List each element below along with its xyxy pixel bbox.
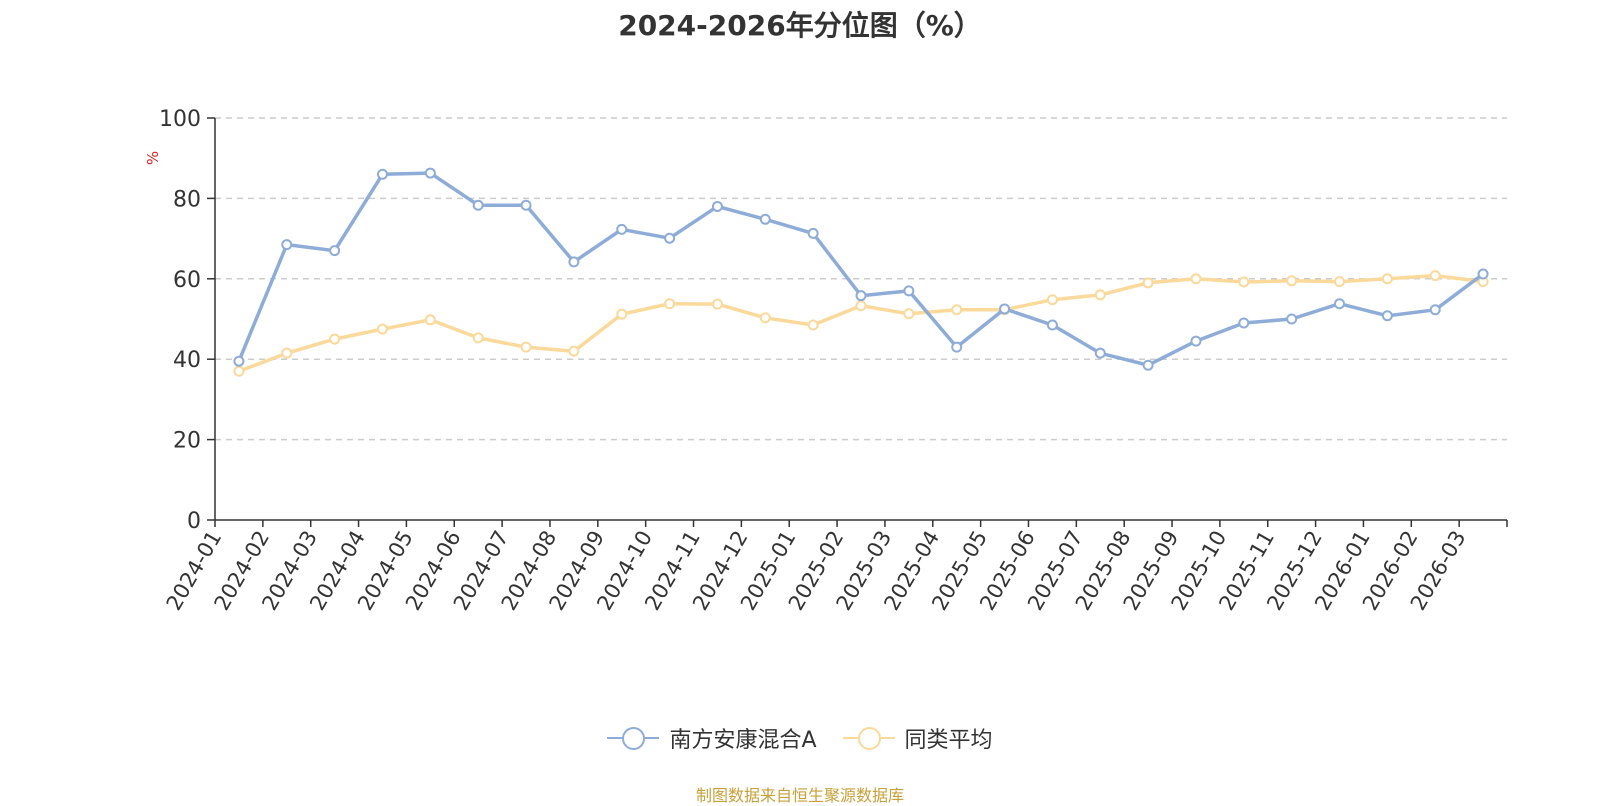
- data-point: [807, 319, 819, 331]
- data-point: [616, 308, 628, 320]
- data-point: [759, 213, 771, 225]
- y-tick-label: 20: [173, 429, 201, 454]
- series-line: [238, 273, 1484, 373]
- data-point: [664, 298, 676, 310]
- data-point: [472, 199, 484, 211]
- legend-label: 同类平均: [904, 728, 993, 753]
- y-tick-label: 0: [187, 509, 201, 534]
- y-axis-label: %: [144, 151, 162, 165]
- data-point: [233, 355, 245, 367]
- data-point: [1381, 273, 1393, 285]
- data-point: [1334, 276, 1346, 288]
- data-point: [424, 314, 436, 326]
- grid-lines: [215, 117, 1507, 441]
- data-point: [1142, 277, 1154, 289]
- y-tick-label: 60: [173, 268, 201, 293]
- data-point: [1286, 313, 1298, 325]
- data-point: [711, 200, 723, 212]
- series-lines: [233, 167, 1489, 377]
- data-point: [329, 333, 341, 345]
- data-point: [807, 227, 819, 239]
- data-point: [759, 312, 771, 324]
- data-point: [1046, 319, 1058, 331]
- y-tick-label: 80: [173, 187, 201, 212]
- data-point: [664, 232, 676, 244]
- data-point: [520, 199, 532, 211]
- series-line: [237, 171, 1485, 367]
- series-group: [233, 167, 1489, 371]
- data-point: [1094, 289, 1106, 301]
- chart-title: 2024-2026年分位图（%）: [618, 9, 982, 42]
- data-point: [616, 223, 628, 235]
- y-tick-label: 40: [173, 348, 201, 373]
- data-point: [1190, 273, 1202, 285]
- legend-marker-icon: [842, 726, 895, 750]
- data-point: [281, 347, 293, 359]
- data-point: [999, 303, 1011, 315]
- data-point: [951, 341, 963, 353]
- data-point: [1142, 359, 1154, 371]
- data-point: [951, 304, 963, 316]
- data-point: [376, 168, 388, 180]
- data-point: [1429, 304, 1441, 316]
- data-point: [903, 308, 915, 320]
- data-point: [376, 323, 388, 335]
- data-point: [1238, 276, 1250, 288]
- data-point: [424, 167, 436, 179]
- data-point: [520, 341, 532, 353]
- data-point: [568, 256, 580, 268]
- data-point: [1429, 270, 1441, 282]
- data-point: [281, 239, 293, 251]
- data-point: [855, 300, 867, 312]
- data-point: [855, 290, 867, 302]
- legend-item[interactable]: 同类平均: [842, 722, 993, 754]
- data-point: [1046, 294, 1058, 306]
- data-point: [329, 245, 341, 257]
- data-point: [1286, 275, 1298, 287]
- data-point: [472, 332, 484, 344]
- data-point: [1334, 298, 1346, 310]
- data-point: [233, 365, 245, 377]
- legend-label: 南方安康混合A: [669, 728, 817, 753]
- legend-item[interactable]: 南方安康混合A: [607, 722, 817, 754]
- series-group: [233, 270, 1489, 377]
- source-note: 制图数据来自恒生聚源数据库: [695, 786, 904, 805]
- data-point: [1381, 310, 1393, 322]
- y-tick-label: 100: [159, 107, 201, 132]
- legend: 南方安康混合A 同类平均: [0, 722, 1600, 754]
- legend-marker-icon: [607, 726, 660, 750]
- data-point: [568, 345, 580, 357]
- data-point: [1190, 335, 1202, 347]
- data-point: [1477, 268, 1489, 280]
- data-point: [1238, 317, 1250, 329]
- data-point: [1094, 347, 1106, 359]
- data-point: [903, 285, 915, 297]
- data-point: [711, 298, 723, 310]
- axes: 0204060801002024-012024-022024-032024-04…: [159, 107, 1508, 614]
